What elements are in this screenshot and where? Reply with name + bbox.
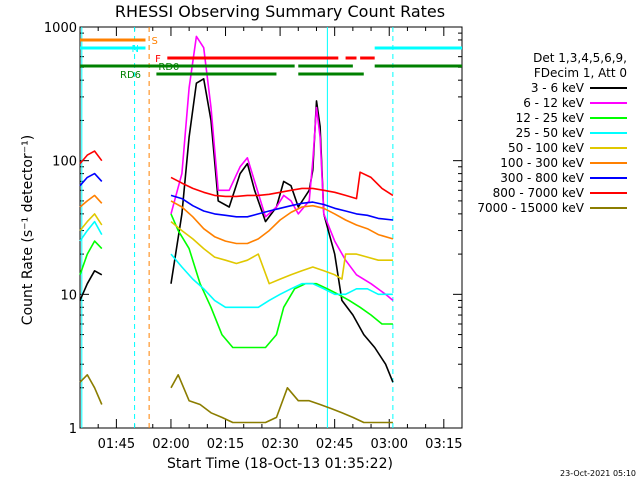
legend-label: 800 - 7000 keV bbox=[493, 186, 585, 200]
legend-label: 25 - 50 keV bbox=[516, 126, 585, 140]
flag-label-f: F bbox=[155, 54, 161, 65]
flag-label-rd0: RD0 bbox=[158, 62, 179, 73]
x-axis-label: Start Time (18-Oct-13 01:35:22) bbox=[167, 456, 393, 472]
plot-frame bbox=[79, 26, 463, 429]
series-line-8 bbox=[170, 373, 393, 424]
legend-label: 6 - 12 keV bbox=[523, 96, 585, 110]
legend-label: 100 - 300 keV bbox=[500, 156, 584, 170]
y-tick-label: 100 bbox=[52, 155, 77, 170]
series-line-3 bbox=[170, 253, 393, 309]
series-line-3 bbox=[79, 220, 103, 242]
timestamp: 23-Oct-2021 05:10 bbox=[560, 469, 636, 478]
legend-label: 300 - 800 keV bbox=[500, 171, 584, 185]
legend-label: 12 - 25 keV bbox=[516, 111, 585, 125]
legend-label: 3 - 6 keV bbox=[531, 81, 585, 95]
series-line-4 bbox=[170, 220, 393, 285]
y-tick-label: 10 bbox=[60, 288, 77, 303]
y-tick-label: 1 bbox=[69, 422, 77, 437]
series-line-8 bbox=[79, 373, 103, 405]
x-tick-label: 01:45 bbox=[98, 437, 135, 452]
chart-title: RHESSI Observing Summary Count Rates bbox=[115, 2, 445, 21]
y-axis-label: Count Rate (s⁻¹ detector⁻¹) bbox=[20, 135, 36, 325]
legend-label: 7000 - 15000 keV bbox=[477, 201, 584, 215]
series-line-7 bbox=[79, 150, 103, 165]
series-line-2 bbox=[170, 213, 393, 349]
x-tick-label: 02:15 bbox=[207, 437, 244, 452]
x-tick-label: 03:00 bbox=[371, 437, 408, 452]
legend-label: 50 - 100 keV bbox=[508, 141, 585, 155]
legend-header: Det 1,3,4,5,6,9, bbox=[533, 51, 627, 65]
legend-header: FDecim 1, Att 0 bbox=[534, 66, 627, 80]
series-line-4 bbox=[79, 213, 103, 232]
series-line-5 bbox=[79, 194, 103, 208]
flag-label-n: N bbox=[131, 44, 138, 55]
series-line-2 bbox=[79, 240, 103, 276]
series-line-6 bbox=[170, 194, 393, 221]
series-line-5 bbox=[170, 200, 394, 245]
series-line-0 bbox=[79, 269, 103, 301]
x-tick-label: 03:15 bbox=[425, 437, 462, 452]
series-line-1 bbox=[170, 35, 394, 302]
x-tick-label: 02:45 bbox=[316, 437, 353, 452]
flag-label-s: S bbox=[151, 36, 157, 47]
series-line-6 bbox=[79, 172, 103, 187]
x-tick-label: 02:00 bbox=[152, 437, 189, 452]
series-line-7 bbox=[170, 171, 394, 200]
x-tick-label: 02:30 bbox=[261, 437, 298, 452]
y-tick-label: 1000 bbox=[44, 21, 77, 36]
flag-label-rd6: RD6 bbox=[120, 70, 141, 81]
legend: Det 1,3,4,5,6,9,FDecim 1, Att 03 - 6 keV… bbox=[477, 51, 627, 215]
plot-area: 1 10 100 1000 01:45 02:00 02:15 02:30 02:45 03:00… bbox=[44, 21, 627, 452]
series-line-0 bbox=[170, 78, 394, 383]
